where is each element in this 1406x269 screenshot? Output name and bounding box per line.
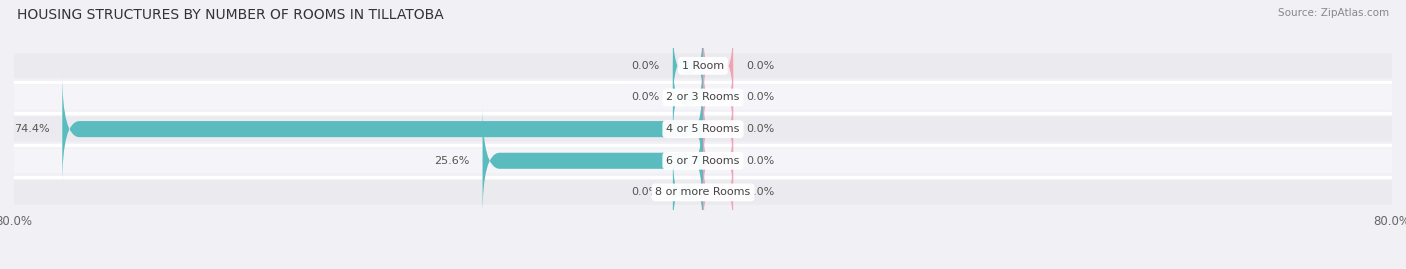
FancyBboxPatch shape <box>673 58 703 137</box>
Text: 4 or 5 Rooms: 4 or 5 Rooms <box>666 124 740 134</box>
FancyBboxPatch shape <box>62 74 703 184</box>
FancyBboxPatch shape <box>673 153 703 232</box>
Text: 0.0%: 0.0% <box>631 61 659 71</box>
FancyBboxPatch shape <box>14 54 1392 78</box>
FancyBboxPatch shape <box>703 26 733 105</box>
Text: 0.0%: 0.0% <box>747 156 775 166</box>
Text: 0.0%: 0.0% <box>747 93 775 102</box>
Text: 25.6%: 25.6% <box>434 156 470 166</box>
Text: 8 or more Rooms: 8 or more Rooms <box>655 187 751 197</box>
FancyBboxPatch shape <box>703 58 733 137</box>
Text: 6 or 7 Rooms: 6 or 7 Rooms <box>666 156 740 166</box>
Text: 2 or 3 Rooms: 2 or 3 Rooms <box>666 93 740 102</box>
FancyBboxPatch shape <box>14 117 1392 141</box>
FancyBboxPatch shape <box>14 180 1392 205</box>
Text: 0.0%: 0.0% <box>747 187 775 197</box>
FancyBboxPatch shape <box>482 105 703 216</box>
Text: HOUSING STRUCTURES BY NUMBER OF ROOMS IN TILLATOBA: HOUSING STRUCTURES BY NUMBER OF ROOMS IN… <box>17 8 444 22</box>
Text: 0.0%: 0.0% <box>747 61 775 71</box>
Text: 74.4%: 74.4% <box>14 124 49 134</box>
FancyBboxPatch shape <box>14 148 1392 173</box>
FancyBboxPatch shape <box>703 90 733 169</box>
FancyBboxPatch shape <box>14 85 1392 110</box>
Text: 0.0%: 0.0% <box>631 187 659 197</box>
Text: 1 Room: 1 Room <box>682 61 724 71</box>
FancyBboxPatch shape <box>703 153 733 232</box>
Text: Source: ZipAtlas.com: Source: ZipAtlas.com <box>1278 8 1389 18</box>
Text: 0.0%: 0.0% <box>747 124 775 134</box>
FancyBboxPatch shape <box>673 26 703 105</box>
FancyBboxPatch shape <box>703 121 733 200</box>
Text: 0.0%: 0.0% <box>631 93 659 102</box>
